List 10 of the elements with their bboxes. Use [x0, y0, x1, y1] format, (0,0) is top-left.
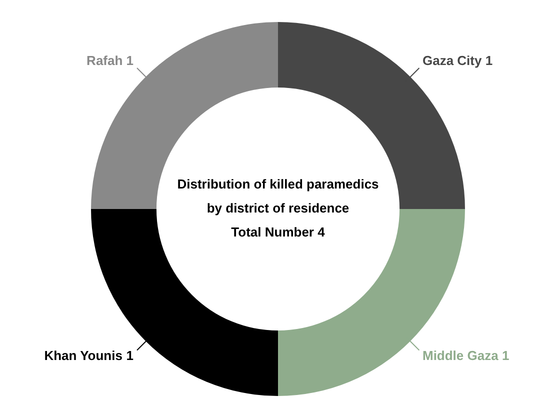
data-label: 1	[126, 53, 134, 68]
text: Total Number 4	[231, 224, 326, 240]
data-label: 1	[502, 348, 510, 364]
data-label: 1	[485, 53, 493, 68]
slice-label: Rafah	[86, 53, 123, 68]
slice-label: Khan Younis	[44, 348, 122, 364]
data-label: 1	[126, 348, 134, 364]
slice-label: Middle Gaza	[422, 348, 500, 364]
text: Distribution of killed paramedics by district of residence	[177, 176, 379, 216]
slice-label: Gaza City	[422, 53, 482, 68]
